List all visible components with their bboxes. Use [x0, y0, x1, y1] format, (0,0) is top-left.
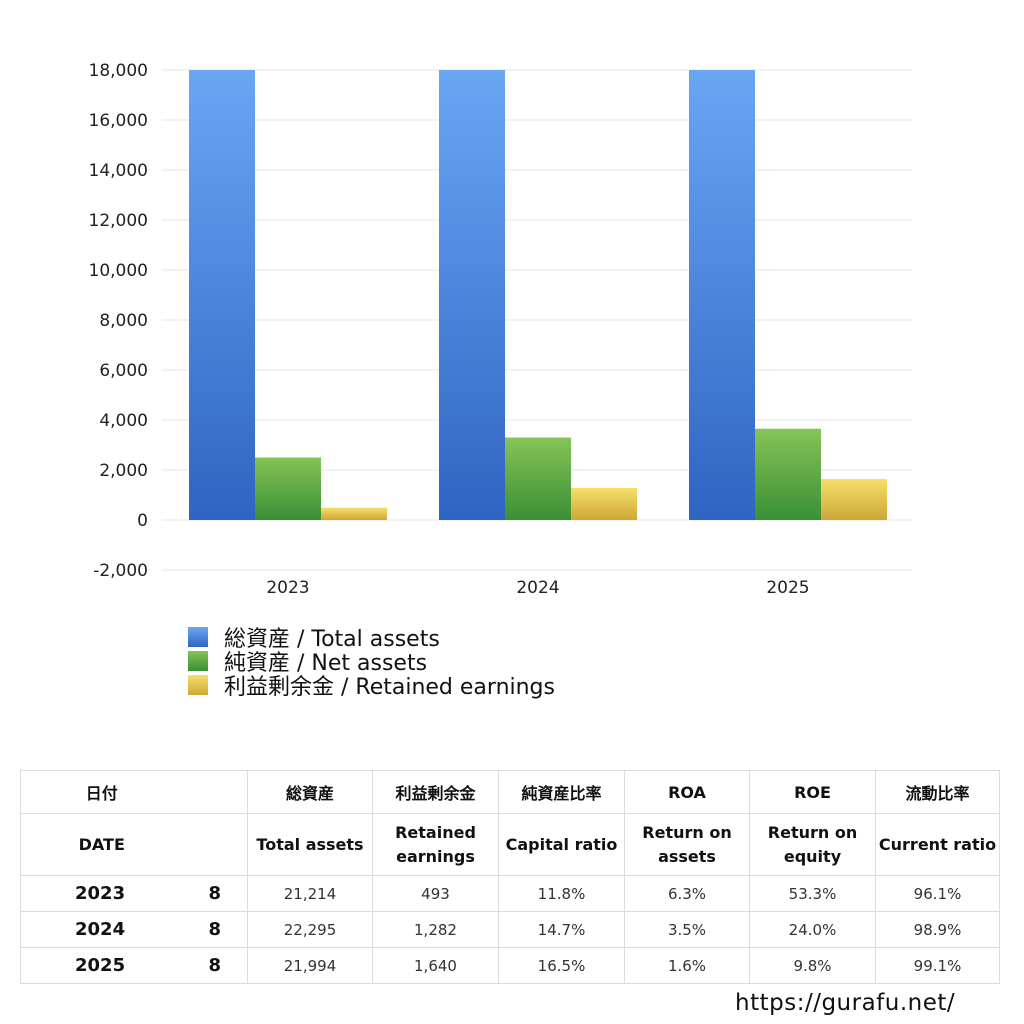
cell-roe: 9.8% — [749, 947, 876, 984]
col-header-roa-jp: ROA — [624, 770, 750, 814]
cell-capital-ratio: 16.5% — [498, 947, 625, 984]
bar-net-assets — [755, 428, 821, 520]
cell-current-ratio: 99.1% — [875, 947, 1000, 984]
cell-capital-ratio: 14.7% — [498, 911, 625, 948]
cell-month: 8 — [182, 911, 248, 948]
header-line: Return on — [767, 822, 858, 842]
y-tick-label: 14,000 — [89, 161, 148, 181]
cell-roa: 6.3% — [624, 875, 750, 912]
y-tick-label: -2,000 — [93, 561, 148, 581]
cell-total-assets: 21,214 — [247, 875, 373, 912]
cell-retained-earnings: 493 — [372, 875, 499, 912]
col-header-total-assets-jp: 総資産 — [247, 770, 373, 814]
legend-swatch-blue — [188, 627, 208, 647]
x-tick-label: 2025 — [766, 578, 809, 598]
col-header-date-en: DATE — [20, 813, 183, 876]
cell-retained-earnings: 1,640 — [372, 947, 499, 984]
bar-total-assets — [439, 70, 505, 520]
cell-roa: 1.6% — [624, 947, 750, 984]
cell-total-assets: 22,295 — [247, 911, 373, 948]
y-tick-label: 8,000 — [99, 311, 148, 331]
legend-item-total-assets: 総資産 / Total assets — [188, 625, 555, 652]
col-header-current-ratio-en: Current ratio — [875, 813, 1000, 876]
bar-net-assets — [255, 457, 321, 520]
cell-year: 2023 — [20, 875, 183, 912]
cell-retained-earnings: 1,282 — [372, 911, 499, 948]
y-tick-label: 0 — [137, 511, 148, 531]
cell-roe: 24.0% — [749, 911, 876, 948]
bar-total-assets — [189, 70, 255, 520]
y-tick-label: 2,000 — [99, 461, 148, 481]
header-line: Retained — [395, 822, 476, 842]
financial-metrics-table: 日付 総資産 利益剰余金 純資産比率 ROA ROE 流動比率 DATE Tot… — [20, 770, 1000, 984]
cell-month: 8 — [182, 947, 248, 984]
x-tick-label: 2024 — [516, 578, 559, 598]
legend-item-retained-earnings: 利益剰余金 / Retained earnings — [188, 673, 555, 700]
col-header-total-assets-en: Total assets — [247, 813, 373, 876]
site-url-text: https://gurafu.net/ — [735, 990, 956, 1016]
y-tick-label: 4,000 — [99, 411, 148, 431]
legend-swatch-green — [188, 651, 208, 671]
col-header-current-ratio-jp: 流動比率 — [875, 770, 1000, 814]
y-tick-label: 18,000 — [89, 61, 148, 81]
legend-item-net-assets: 純資産 / Net assets — [188, 649, 555, 676]
bar-retained-earnings — [571, 487, 637, 520]
legend-label: 利益剰余金 / Retained earnings — [224, 675, 555, 700]
col-header-date-jp: 日付 — [20, 770, 183, 814]
chart-legend: 総資産 / Total assets 純資産 / Net assets 利益剰余… — [188, 625, 555, 700]
col-header-retained-earnings-en: Retained earnings — [372, 813, 499, 876]
header-line: assets — [658, 846, 716, 866]
table-header-row-jp: 日付 総資産 利益剰余金 純資産比率 ROA ROE 流動比率 — [20, 770, 1000, 814]
cell-capital-ratio: 11.8% — [498, 875, 625, 912]
cell-roa: 3.5% — [624, 911, 750, 948]
table-row: 2024 8 22,295 1,282 14.7% 3.5% 24.0% 98.… — [20, 911, 1000, 948]
header-line: Return on — [642, 822, 732, 842]
col-header-blank — [182, 813, 248, 876]
legend-label: 総資産 / Total assets — [224, 627, 440, 652]
y-tick-label: 16,000 — [89, 111, 148, 131]
header-line: earnings — [396, 846, 475, 866]
bar-total-assets — [689, 70, 755, 520]
col-header-blank — [182, 770, 248, 814]
cell-total-assets: 21,994 — [247, 947, 373, 984]
col-header-capital-ratio-en: Capital ratio — [498, 813, 625, 876]
cell-roe: 53.3% — [749, 875, 876, 912]
col-header-retained-earnings-jp: 利益剰余金 — [372, 770, 499, 814]
table-row: 2023 8 21,214 493 11.8% 6.3% 53.3% 96.1% — [20, 875, 1000, 912]
cell-current-ratio: 96.1% — [875, 875, 1000, 912]
cell-month: 8 — [182, 875, 248, 912]
bar-chart: -2,000 0 2,000 4,000 6,000 8,000 10,000 12,000 1… — [89, 61, 912, 598]
bar-retained-earnings — [821, 479, 887, 520]
cell-year: 2024 — [20, 911, 183, 948]
col-header-roa-en: Return on assets — [624, 813, 750, 876]
col-header-capital-ratio-jp: 純資産比率 — [498, 770, 625, 814]
cell-current-ratio: 98.9% — [875, 911, 1000, 948]
header-line: equity — [783, 846, 842, 866]
x-tick-label: 2023 — [266, 578, 309, 598]
y-tick-label: 10,000 — [89, 261, 148, 281]
table-header-row-en: DATE Total assets Retained earnings Capit… — [20, 813, 1000, 876]
y-tick-label: 6,000 — [99, 361, 148, 381]
legend-swatch-yellow — [188, 675, 208, 695]
bar-retained-earnings — [321, 507, 387, 520]
table-row: 2025 8 21,994 1,640 16.5% 1.6% 9.8% 99.1… — [20, 947, 1000, 984]
legend-label: 純資産 / Net assets — [224, 651, 428, 676]
col-header-roe-jp: ROE — [749, 770, 876, 814]
bar-net-assets — [505, 437, 571, 520]
cell-year: 2025 — [20, 947, 183, 984]
y-tick-label: 12,000 — [89, 211, 148, 231]
col-header-roe-en: Return on equity — [749, 813, 876, 876]
